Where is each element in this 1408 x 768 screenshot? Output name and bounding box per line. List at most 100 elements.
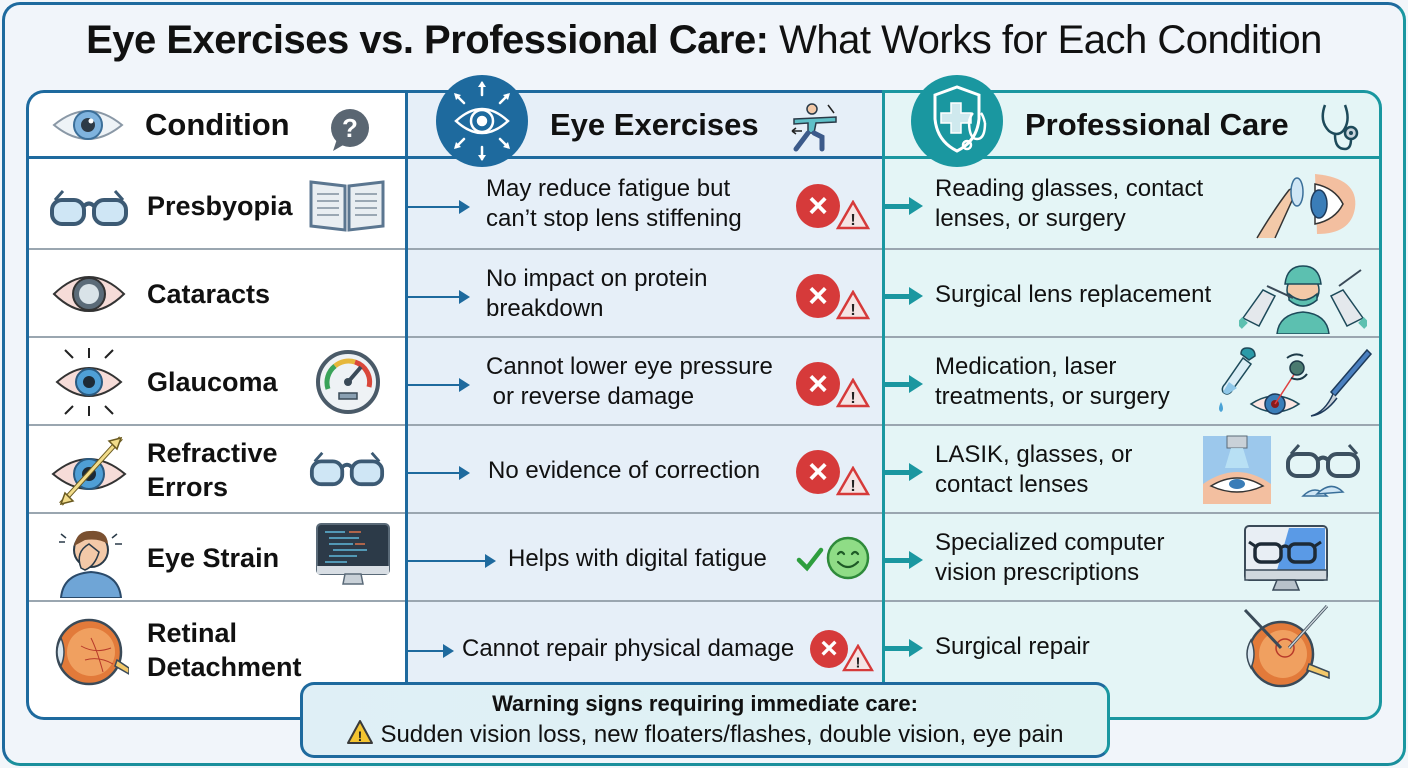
row-arrow (885, 287, 923, 305)
exercise-row-glaucoma: Cannot lower eye pressure or reverse dam… (408, 338, 885, 426)
professional-row-glaucoma: Medication, laser treatments, or surgery (885, 338, 1379, 426)
exercise-text: May reduce fatigue but can’t stop lens s… (486, 175, 742, 232)
title-regular: What Works for Each Condition (768, 18, 1322, 62)
condition-name: Eye Strain (147, 543, 280, 573)
x-circle-icon: × (796, 450, 840, 494)
pressure-gauge-icon (316, 350, 380, 414)
warning-triangle-icon: ! (836, 200, 870, 230)
question-bubble-icon: ? (331, 109, 369, 151)
professional-text: Surgical lens replacement (935, 281, 1212, 308)
condition-name: Refractive Errors (147, 438, 278, 502)
surgeon-icon (1239, 265, 1367, 334)
monitor-glasses-icon (1244, 525, 1328, 591)
lasik-glasses-contacts-icon (1203, 435, 1360, 504)
exercise-text: No evidence of correction (488, 457, 761, 484)
x-circle-icon: × (796, 362, 840, 406)
condition-row-cataracts: Cataracts (29, 250, 408, 338)
warning-body-text: Sudden vision loss, new floaters/flashes… (380, 721, 1064, 748)
professional-row-presbyopia: Reading glasses, contact lenses, or surg… (885, 162, 1379, 250)
eye-arrows-icon (436, 75, 528, 167)
exercises-header: Eye Exercises (408, 75, 885, 167)
exercise-row-retinal-detachment: Cannot repair physical damage × ! (408, 602, 885, 690)
pressure-eye-icon (55, 348, 123, 416)
exercises-column: Eye Exercises May reduce fatigue but can… (405, 75, 885, 720)
checkmark-icon (796, 547, 824, 572)
professional-row-refractive-errors: LASIK, glasses, or contact lenses (885, 426, 1379, 514)
stethoscope-icon (1321, 104, 1359, 151)
smiley-face-icon (826, 536, 870, 580)
warning-triangle-icon: ! (836, 290, 870, 320)
svg-text:!: ! (850, 390, 855, 407)
warning-triangle-icon: ! (836, 466, 870, 496)
contact-lens-eye-icon (1256, 174, 1356, 239)
eyedrop-laser-scalpel-icon (1219, 347, 1373, 417)
title-bold: Eye Exercises vs. Professional Care: (86, 18, 769, 62)
condition-row-presbyopia: Presbyopia (29, 162, 408, 250)
exercise-row-refractive-errors: No evidence of correction × ! (408, 426, 885, 514)
svg-text:!: ! (850, 212, 855, 229)
professional-header: Professional Care (885, 75, 1379, 167)
condition-header-label: Condition (145, 107, 290, 142)
row-arrow (885, 551, 923, 569)
condition-name: Retinal Detachment (147, 618, 302, 682)
warning-title: Warning signs requiring immediate care: (492, 691, 918, 716)
eye-icon (52, 110, 124, 140)
warning-body: ! Sudden vision loss, new floaters/flashe… (303, 719, 1107, 749)
row-arrow (885, 197, 923, 215)
svg-text:?: ? (342, 113, 358, 143)
page-title: Eye Exercises vs. Professional Care: Wha… (0, 18, 1408, 63)
exercise-row-eye-strain: Helps with digital fatigue (408, 514, 885, 602)
condition-header: Condition ? (29, 93, 408, 159)
svg-text:!: ! (850, 302, 855, 319)
professional-text: Reading glasses, contact lenses, or surg… (935, 175, 1204, 232)
shield-cross-stethoscope-icon (911, 75, 1003, 167)
svg-text:!: ! (850, 478, 855, 495)
svg-text:!: ! (358, 728, 363, 744)
open-book-icon (309, 180, 385, 232)
professional-text: Surgical repair (935, 633, 1090, 660)
professional-text: LASIK, glasses, or contact lenses (935, 441, 1133, 498)
condition-row-eye-strain: Eye Strain (29, 514, 408, 602)
condition-column: Condition ? Presbyopia (26, 90, 408, 720)
warning-triangle-icon: ! (347, 720, 374, 744)
warning-triangle-icon: ! (836, 378, 870, 408)
x-circle-icon: × (810, 630, 848, 668)
exercise-text: Cannot repair physical damage (462, 635, 795, 662)
svg-text:!: ! (856, 654, 861, 671)
exercise-text: Cannot lower eye pressure or reverse dam… (486, 353, 773, 410)
warning-callout: Warning signs requiring immediate care: … (300, 682, 1110, 758)
x-circle-icon: × (796, 274, 840, 318)
glasses-icon (50, 190, 128, 226)
eyeball-cross-section-icon (55, 618, 129, 686)
row-arrow (408, 200, 470, 214)
stretching-person-icon (791, 103, 837, 152)
condition-name: Glaucoma (147, 367, 278, 397)
row-arrow (885, 463, 923, 481)
professional-row-retinal-detachment: Surgical repair (885, 602, 1379, 690)
retinal-surgery-icon (1243, 604, 1330, 688)
professional-header-label: Professional Care (1025, 107, 1289, 142)
exercise-text: No impact on protein breakdown (486, 265, 708, 322)
glasses-icon (309, 451, 385, 487)
row-arrow (885, 639, 923, 657)
row-arrow (408, 554, 496, 568)
condition-row-refractive-errors: Refractive Errors (29, 426, 408, 514)
cloudy-eye-icon (52, 276, 126, 312)
row-arrow (408, 466, 470, 480)
exercise-row-presbyopia: May reduce fatigue but can’t stop lens s… (408, 162, 885, 250)
strained-person-icon (59, 530, 123, 598)
row-arrow (885, 375, 923, 393)
professional-column: Professional Care Reading glasses, conta… (882, 75, 1382, 720)
computer-monitor-icon (316, 523, 390, 585)
professional-row-eye-strain: Specialized computer vision prescription… (885, 514, 1379, 602)
warning-triangle-icon: ! (842, 644, 874, 671)
professional-text: Medication, laser treatments, or surgery (935, 353, 1170, 410)
exercises-header-label: Eye Exercises (550, 107, 759, 142)
exercise-text: Helps with digital fatigue (508, 545, 767, 572)
row-arrow (408, 378, 470, 392)
condition-name: Presbyopia (147, 191, 293, 221)
professional-row-cataracts: Surgical lens replacement (885, 250, 1379, 338)
x-circle-icon: × (796, 184, 840, 228)
refraction-eye-icon (51, 436, 127, 506)
exercise-row-cataracts: No impact on protein breakdown × ! (408, 250, 885, 338)
